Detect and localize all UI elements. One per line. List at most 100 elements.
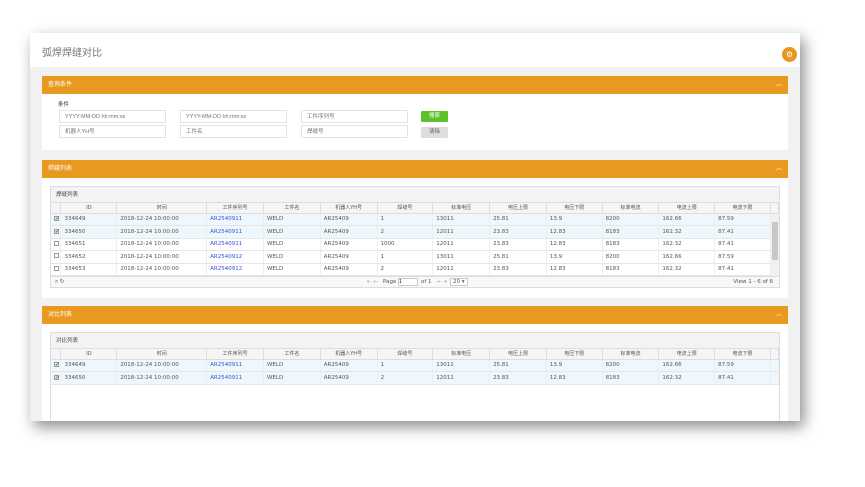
end-time-input[interactable] — [180, 110, 287, 123]
cell: 162.32 — [658, 225, 716, 239]
gear-icon[interactable]: ⚙ — [782, 47, 797, 62]
select-column[interactable] — [51, 349, 62, 360]
serial-link[interactable]: AR2540911 — [206, 359, 264, 372]
table-row[interactable]: 334652 2018-12-24 10:00:00 AR2540912 WELD AR… — [51, 250, 780, 264]
column-header[interactable]: 标准电压 — [432, 349, 491, 360]
compare-list-header[interactable]: 对比列表 ︿ — [42, 306, 788, 324]
row-checkbox[interactable]: ✔ — [51, 359, 62, 372]
column-header[interactable]: 焊缝号 — [377, 203, 434, 214]
collapse-icon[interactable]: ︿ — [775, 311, 782, 318]
column-header[interactable]: 时间 — [116, 349, 208, 360]
cell: 162.66 — [658, 359, 716, 372]
row-checkbox[interactable]: ✔ — [51, 225, 62, 239]
table-row[interactable]: 334653 2018-12-24 10:00:00 AR2540912 WELD AR… — [51, 263, 780, 276]
page-size-select[interactable]: 20 ▾ — [450, 278, 468, 286]
grid-caption: 对比列表 — [51, 333, 779, 349]
search-button[interactable]: 搜索 — [421, 111, 448, 122]
robot-input[interactable] — [59, 125, 166, 138]
cell: 1 — [377, 213, 434, 226]
table-row[interactable]: 334651 2018-12-24 10:00:00 AR2540911 WELD AR… — [51, 238, 780, 251]
row-checkbox[interactable]: ✔ — [51, 371, 62, 385]
page-input[interactable] — [398, 278, 418, 286]
cell: 12.83 — [546, 238, 603, 251]
condition-label: 条件 — [58, 102, 70, 108]
cell: 87.59 — [714, 213, 771, 226]
column-header[interactable]: 电流上限 — [658, 203, 716, 214]
cell: AR25409 — [320, 238, 378, 251]
cell: 25.81 — [489, 250, 547, 264]
column-header[interactable]: 工件名 — [263, 349, 321, 360]
clear-button[interactable]: 清除 — [421, 127, 448, 138]
column-header[interactable]: 电压下限 — [546, 349, 603, 360]
table-row[interactable]: ✔ 334649 2018-12-24 10:00:00 AR2540911 WELD A… — [51, 359, 780, 372]
column-header[interactable]: ID — [60, 203, 118, 214]
cell: 12011 — [432, 225, 491, 239]
column-header[interactable]: 电流下限 — [714, 349, 771, 360]
serial-link[interactable]: AR2540911 — [206, 371, 264, 385]
header-row: ID 时间 工件序列号 工件名 机器人YH号 焊缝号 标准电压 电压上限 电压下限 标准电流 电流上… — [51, 349, 780, 360]
table-row[interactable]: ✔ 334650 2018-12-24 10:00:00 AR2540911 WELD A… — [51, 225, 780, 239]
search-icon[interactable]: ⌕ ↻ — [55, 279, 65, 285]
cell: 1 — [377, 359, 434, 372]
cell: 334652 — [60, 250, 118, 264]
page-count: of 1 — [421, 279, 432, 285]
column-header[interactable]: 工件序列号 — [206, 203, 264, 214]
column-header[interactable]: 机器人YH号 — [320, 203, 378, 214]
serial-input[interactable] — [301, 110, 408, 123]
cell: 2 — [377, 263, 434, 276]
select-column[interactable] — [51, 203, 62, 214]
next-page-icon[interactable]: → ⇥ — [436, 279, 447, 285]
column-header[interactable]: 标准电流 — [602, 203, 660, 214]
part-name-input[interactable] — [180, 125, 287, 138]
panel-title: 焊缝列表 — [48, 165, 73, 172]
cell: 2018-12-24 10:00:00 — [116, 250, 208, 264]
serial-link[interactable]: AR2540912 — [206, 263, 264, 276]
cell: 2018-12-24 10:00:00 — [116, 225, 208, 239]
column-header[interactable]: 机器人YH号 — [320, 349, 378, 360]
cell: 1000 — [377, 238, 434, 251]
row-checkbox[interactable] — [51, 250, 62, 264]
column-header[interactable]: 标准电压 — [432, 203, 491, 214]
start-time-input[interactable] — [59, 110, 166, 123]
row-checkbox[interactable] — [51, 263, 62, 276]
serial-link[interactable]: AR2540912 — [206, 250, 264, 264]
cell: 2018-12-24 10:00:00 — [116, 213, 208, 226]
row-checkbox[interactable] — [51, 238, 62, 251]
cell: 13011 — [432, 359, 491, 372]
compare-list-panel: 对比列表 ID 时间 工件序列号 工件名 机器人YH号 焊缝号 标准电压 电压上限 电压下限 标准… — [42, 324, 788, 421]
weld-no-input[interactable] — [301, 125, 408, 138]
panel-title: 查询条件 — [48, 81, 73, 88]
weld-grid: 焊缝列表 ID 时间 工件序列号 工件名 机器人YH号 焊缝号 标准电压 电压上限 电压下限 标准… — [50, 186, 780, 288]
collapse-icon[interactable]: ︿ — [775, 81, 782, 88]
query-panel-header[interactable]: 查询条件 ︿ — [42, 76, 788, 94]
serial-link[interactable]: AR2540911 — [206, 238, 264, 251]
scrollbar[interactable] — [771, 214, 779, 276]
column-header[interactable]: 电压上限 — [489, 203, 547, 214]
cell: AR25409 — [320, 213, 378, 226]
cell: 8183 — [602, 238, 660, 251]
cell: WELD — [263, 238, 321, 251]
column-header[interactable]: ID — [60, 349, 118, 360]
column-header[interactable]: 焊缝号 — [377, 349, 434, 360]
table-row[interactable]: ✔ 334650 2018-12-24 10:00:00 AR2540911 WELD A… — [51, 371, 780, 385]
weld-list-header[interactable]: 焊缝列表 ︿ — [42, 160, 788, 178]
serial-link[interactable]: AR2540911 — [206, 213, 264, 226]
grid-caption: 焊缝列表 — [51, 187, 779, 203]
serial-link[interactable]: AR2540911 — [206, 225, 264, 239]
column-header[interactable]: 电流下限 — [714, 203, 771, 214]
column-header[interactable]: 工件序列号 — [206, 349, 264, 360]
collapse-icon[interactable]: ︿ — [775, 165, 782, 172]
column-header[interactable]: 电压下限 — [546, 203, 603, 214]
column-header[interactable]: 时间 — [116, 203, 208, 214]
row-checkbox[interactable]: ✔ — [51, 213, 62, 226]
table-row[interactable]: ✔ 334649 2018-12-24 10:00:00 AR2540911 WELD A… — [51, 213, 780, 226]
prev-page-icon[interactable]: ⇤ ← — [367, 279, 378, 285]
column-header[interactable]: 标准电流 — [602, 349, 660, 360]
column-header[interactable]: 电压上限 — [489, 349, 547, 360]
header-row: ID 时间 工件序列号 工件名 机器人YH号 焊缝号 标准电压 电压上限 电压下限 标准电流 电流上… — [51, 203, 780, 214]
cell: 162.32 — [658, 238, 716, 251]
column-header[interactable]: 工件名 — [263, 203, 321, 214]
cell: 334649 — [60, 359, 118, 372]
page-label: Page — [383, 279, 397, 285]
column-header[interactable]: 电流上限 — [658, 349, 716, 360]
